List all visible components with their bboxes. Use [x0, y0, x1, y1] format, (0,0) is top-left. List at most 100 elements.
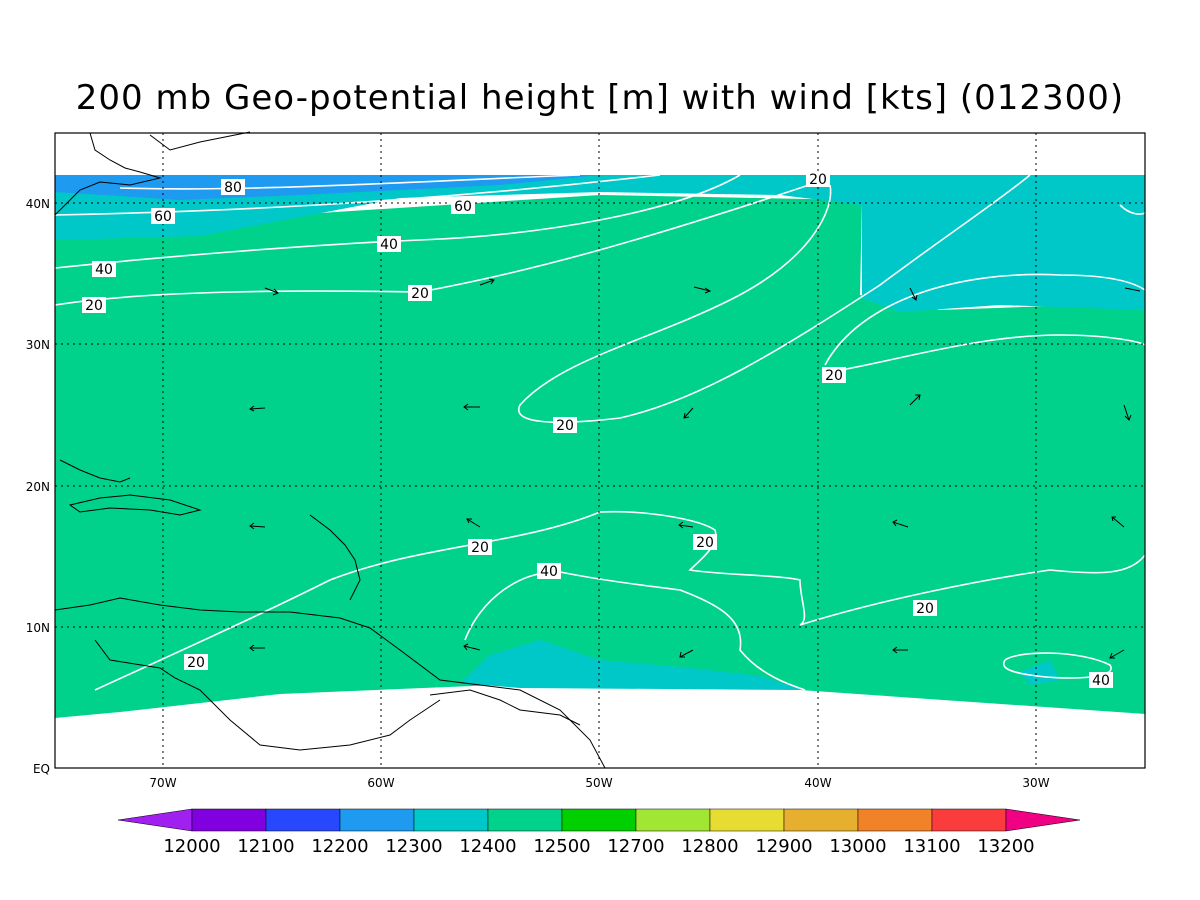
svg-text:20: 20: [809, 172, 827, 188]
wind-arrows: [249, 278, 1141, 659]
colorbar-label: 13100: [903, 836, 960, 857]
contour-label-60: 60: [451, 198, 475, 215]
band-12500: [55, 195, 1145, 718]
contour-label-40: 40: [537, 563, 561, 580]
wind-arrow: [463, 643, 481, 651]
contour-20-east: [824, 273, 1146, 366]
coast-north-america: [54, 132, 162, 216]
colorbar-label: 13200: [977, 836, 1034, 857]
wind-arrow: [1111, 516, 1125, 528]
contour-label-80: 80: [221, 179, 245, 196]
svg-text:20: 20: [825, 368, 843, 384]
contour-40-south: [464, 571, 806, 691]
wind-arrow: [1123, 404, 1132, 421]
wind-arrow: [909, 394, 921, 406]
lat-tick-labels: 40N 30N 20N 10N EQ: [26, 197, 50, 776]
svg-text:20: 20: [85, 298, 103, 314]
contour-20-ne: [1119, 204, 1146, 215]
lon-tick-label: 70W: [149, 776, 176, 790]
contour-label-40: 40: [377, 236, 401, 253]
wind-arrow: [1124, 287, 1141, 292]
contour-labels: 80 60 60 40 40 40 40 20 20 20 20 20 20 2…: [82, 171, 1113, 689]
wind-arrow: [892, 646, 908, 654]
contour-40-north: [54, 174, 741, 269]
band-12400-se: [1020, 660, 1060, 685]
lat-tick-label: 10N: [26, 621, 50, 635]
colorbar-label: 12000: [163, 836, 220, 857]
band-12400-south: [460, 640, 805, 690]
svg-text:20: 20: [471, 540, 489, 556]
colorbar-cell: [857, 808, 933, 832]
wind-arrow: [264, 287, 279, 296]
svg-text:20: 20: [556, 418, 574, 434]
coast-guianas: [429, 689, 581, 726]
contour-label-20: 20: [913, 600, 937, 617]
colorbar-label: 12100: [237, 836, 294, 857]
plot-frame: [54, 132, 1146, 769]
lon-tick-label: 30W: [1022, 776, 1049, 790]
wind-arrow: [909, 287, 918, 301]
coast-south-america: [54, 597, 606, 769]
wind-arrow: [249, 644, 265, 652]
lat-tick-label: 30N: [26, 338, 50, 352]
colorbar-label: 12400: [459, 836, 516, 857]
colorbar-cell: [561, 808, 637, 832]
colorbar-low-triangle: [117, 808, 193, 832]
wind-arrow: [1109, 649, 1125, 659]
lon-tick-label: 50W: [585, 776, 612, 790]
contour-label-20: 20: [408, 285, 432, 302]
colorbar-label: 12500: [533, 836, 590, 857]
colorbar-label: 12800: [681, 836, 738, 857]
wind-arrow: [249, 522, 266, 530]
svg-text:20: 20: [411, 286, 429, 302]
colorbar-label: 13000: [829, 836, 886, 857]
lon-tick-label: 40W: [804, 776, 831, 790]
wind-arrow: [679, 649, 694, 658]
contour-60: [54, 174, 661, 216]
svg-text:20: 20: [696, 535, 714, 551]
wind-arrow: [892, 519, 909, 528]
colorbar-cell: [265, 808, 341, 832]
contour-label-20: 20: [468, 539, 492, 556]
coast-nova-scotia: [149, 131, 251, 151]
chart-title: 200 mb Geo-potential height [m] with win…: [75, 78, 1125, 118]
svg-text:40: 40: [95, 262, 113, 278]
band-12300: [55, 175, 600, 200]
height-fill: [55, 175, 1145, 718]
coastlines: [54, 131, 606, 769]
colorbar-cells: [191, 808, 1007, 832]
coast-cuba: [59, 459, 131, 483]
colorbar-cell: [709, 808, 785, 832]
svg-text:40: 40: [540, 564, 558, 580]
svg-text:20: 20: [916, 601, 934, 617]
contour-label-20: 20: [822, 367, 846, 384]
colorbar-cell: [339, 808, 415, 832]
contour-label-20: 20: [553, 417, 577, 434]
colorbar-labels: 12000 12100 12200 12300 12400 12500 12700 12800…: [163, 836, 1034, 857]
wind-arrow: [249, 405, 266, 412]
contour-80: [119, 174, 581, 190]
colorbar-label: 12900: [755, 836, 812, 857]
wind-arrow: [463, 403, 480, 411]
svg-text:20: 20: [187, 655, 205, 671]
contour-label-20: 20: [806, 171, 830, 188]
wind-arrow: [683, 407, 694, 419]
lat-tick-label: 40N: [26, 197, 50, 211]
contour-label-40: 40: [1089, 672, 1113, 689]
wind-arrow: [693, 286, 712, 294]
contour-label-20: 20: [693, 534, 717, 551]
svg-text:60: 60: [454, 199, 472, 215]
colorbar-high-triangle: [1005, 808, 1081, 832]
lon-tick-label: 60W: [367, 776, 394, 790]
colorbar-cell: [413, 808, 489, 832]
colorbar-cell: [931, 808, 1007, 832]
colorbar-cell: [191, 808, 267, 832]
contour-label-20: 20: [82, 297, 106, 314]
colorbar-label: 12200: [311, 836, 368, 857]
colorbar-label: 12300: [385, 836, 442, 857]
svg-text:40: 40: [380, 237, 398, 253]
contour-label-20: 20: [184, 654, 208, 671]
contour-label-60: 60: [151, 208, 175, 225]
colorbar: 12000 12100 12200 12300 12400 12500 12700 12800…: [117, 808, 1081, 857]
